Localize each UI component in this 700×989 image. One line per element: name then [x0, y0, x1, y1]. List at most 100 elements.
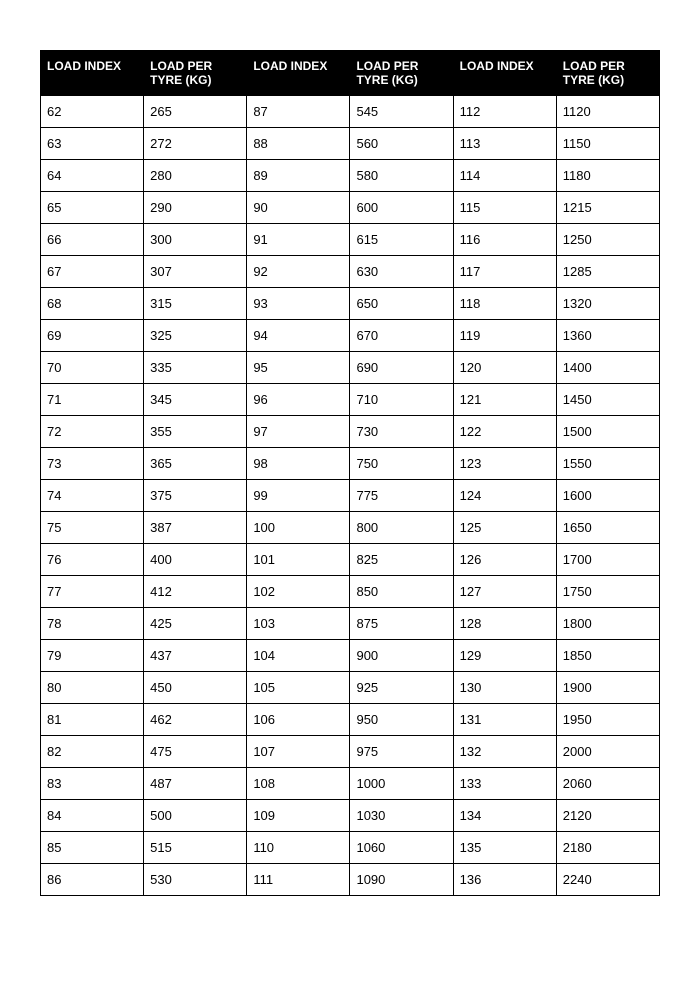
- table-row: 64280895801141180: [41, 160, 660, 192]
- table-cell: 387: [144, 512, 247, 544]
- table-cell: 670: [350, 320, 453, 352]
- table-row: 814621069501311950: [41, 704, 660, 736]
- table-cell: 560: [350, 128, 453, 160]
- table-row: 8653011110901362240: [41, 864, 660, 896]
- table-cell: 136: [453, 864, 556, 896]
- table-cell: 78: [41, 608, 144, 640]
- table-cell: 68: [41, 288, 144, 320]
- table-row: 70335956901201400: [41, 352, 660, 384]
- table-cell: 95: [247, 352, 350, 384]
- table-cell: 92: [247, 256, 350, 288]
- table-cell: 87: [247, 96, 350, 128]
- table-cell: 97: [247, 416, 350, 448]
- table-cell: 1360: [556, 320, 659, 352]
- table-cell: 80: [41, 672, 144, 704]
- col-header: LOAD PER TYRE (KG): [350, 51, 453, 96]
- table-row: 72355977301221500: [41, 416, 660, 448]
- table-cell: 94: [247, 320, 350, 352]
- table-cell: 74: [41, 480, 144, 512]
- table-row: 774121028501271750: [41, 576, 660, 608]
- table-cell: 975: [350, 736, 453, 768]
- table-cell: 109: [247, 800, 350, 832]
- table-cell: 111: [247, 864, 350, 896]
- table-cell: 93: [247, 288, 350, 320]
- table-cell: 545: [350, 96, 453, 128]
- table-cell: 116: [453, 224, 556, 256]
- table-cell: 1500: [556, 416, 659, 448]
- table-row: 74375997751241600: [41, 480, 660, 512]
- table-cell: 67: [41, 256, 144, 288]
- table-header: LOAD INDEX LOAD PER TYRE (KG) LOAD INDEX…: [41, 51, 660, 96]
- table-cell: 1600: [556, 480, 659, 512]
- table-cell: 500: [144, 800, 247, 832]
- table-row: 8551511010601352180: [41, 832, 660, 864]
- table-cell: 104: [247, 640, 350, 672]
- table-cell: 66: [41, 224, 144, 256]
- table-row: 71345967101211450: [41, 384, 660, 416]
- table-cell: 462: [144, 704, 247, 736]
- table-cell: 280: [144, 160, 247, 192]
- table-cell: 62: [41, 96, 144, 128]
- table-header-row: LOAD INDEX LOAD PER TYRE (KG) LOAD INDEX…: [41, 51, 660, 96]
- table-cell: 108: [247, 768, 350, 800]
- table-cell: 103: [247, 608, 350, 640]
- table-cell: 750: [350, 448, 453, 480]
- table-cell: 105: [247, 672, 350, 704]
- table-cell: 265: [144, 96, 247, 128]
- table-cell: 615: [350, 224, 453, 256]
- table-cell: 121: [453, 384, 556, 416]
- table-cell: 69: [41, 320, 144, 352]
- table-cell: 2060: [556, 768, 659, 800]
- table-cell: 730: [350, 416, 453, 448]
- table-cell: 1550: [556, 448, 659, 480]
- table-cell: 127: [453, 576, 556, 608]
- table-cell: 98: [247, 448, 350, 480]
- table-cell: 630: [350, 256, 453, 288]
- table-cell: 365: [144, 448, 247, 480]
- table-cell: 600: [350, 192, 453, 224]
- table-cell: 72: [41, 416, 144, 448]
- table-cell: 79: [41, 640, 144, 672]
- table-cell: 1250: [556, 224, 659, 256]
- table-cell: 2000: [556, 736, 659, 768]
- table-cell: 65: [41, 192, 144, 224]
- table-cell: 1800: [556, 608, 659, 640]
- table-cell: 112: [453, 96, 556, 128]
- table-cell: 1900: [556, 672, 659, 704]
- table-cell: 102: [247, 576, 350, 608]
- table-cell: 315: [144, 288, 247, 320]
- table-cell: 690: [350, 352, 453, 384]
- table-cell: 100: [247, 512, 350, 544]
- table-cell: 1950: [556, 704, 659, 736]
- table-cell: 825: [350, 544, 453, 576]
- table-cell: 900: [350, 640, 453, 672]
- table-cell: 89: [247, 160, 350, 192]
- col-header: LOAD INDEX: [247, 51, 350, 96]
- table-cell: 1030: [350, 800, 453, 832]
- table-cell: 1150: [556, 128, 659, 160]
- table-cell: 650: [350, 288, 453, 320]
- table-cell: 82: [41, 736, 144, 768]
- table-cell: 85: [41, 832, 144, 864]
- table-cell: 2240: [556, 864, 659, 896]
- table-cell: 132: [453, 736, 556, 768]
- table-cell: 106: [247, 704, 350, 736]
- load-index-table: LOAD INDEX LOAD PER TYRE (KG) LOAD INDEX…: [40, 50, 660, 896]
- table-row: 824751079751322000: [41, 736, 660, 768]
- table-cell: 325: [144, 320, 247, 352]
- table-row: 68315936501181320: [41, 288, 660, 320]
- table-body: 6226587545112112063272885601131150642808…: [41, 96, 660, 896]
- table-cell: 123: [453, 448, 556, 480]
- table-cell: 107: [247, 736, 350, 768]
- table-cell: 850: [350, 576, 453, 608]
- table-cell: 1400: [556, 352, 659, 384]
- table-row: 67307926301171285: [41, 256, 660, 288]
- table-cell: 70: [41, 352, 144, 384]
- table-cell: 64: [41, 160, 144, 192]
- table-cell: 1090: [350, 864, 453, 896]
- table-row: 65290906001151215: [41, 192, 660, 224]
- table-cell: 88: [247, 128, 350, 160]
- table-cell: 83: [41, 768, 144, 800]
- table-cell: 76: [41, 544, 144, 576]
- table-cell: 75: [41, 512, 144, 544]
